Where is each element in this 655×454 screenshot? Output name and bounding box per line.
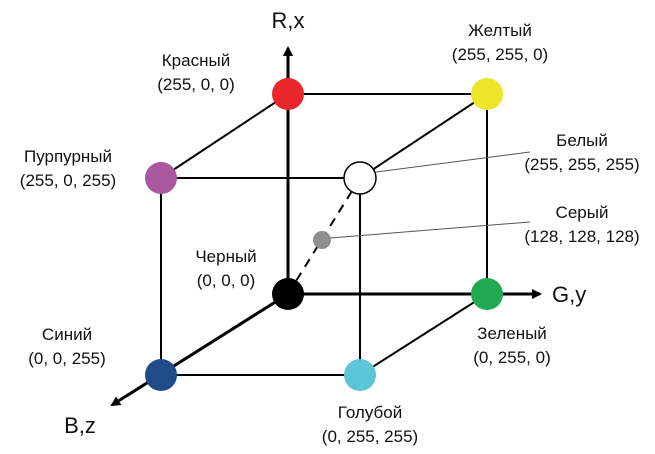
node-yellow	[471, 78, 503, 110]
color-nodes	[145, 78, 503, 391]
node-blue	[145, 359, 177, 391]
label-magenta-name: Пурпурный	[24, 147, 112, 166]
label-cyan-value: (0, 255, 255)	[322, 427, 418, 446]
label-white-name: Белый	[556, 131, 608, 150]
label-black-name: Черный	[195, 247, 256, 266]
edge-yellow-white	[359, 93, 488, 179]
label-blue-name: Синий	[42, 325, 92, 344]
label-white-value: (255, 255, 255)	[524, 155, 639, 174]
cube-edges	[160, 93, 488, 376]
label-gray-value: (128, 128, 128)	[524, 227, 639, 246]
label-green-value: (0, 255, 0)	[473, 348, 551, 367]
node-cyan	[344, 359, 376, 391]
edge-red-magenta	[160, 93, 289, 179]
gray-leader	[329, 221, 531, 239]
node-white	[343, 161, 377, 195]
label-cyan-name: Голубой	[338, 403, 402, 422]
label-magenta-value: (255, 0, 255)	[20, 171, 116, 190]
label-yellow-value: (255, 255, 0)	[452, 45, 548, 64]
edge-green-cyan	[359, 293, 488, 376]
node-black	[272, 278, 304, 310]
b-axis-label: B,z	[64, 413, 96, 438]
node-magenta	[145, 162, 177, 194]
node-green	[471, 278, 503, 310]
node-red	[272, 78, 304, 110]
r-axis-label: R,x	[272, 8, 305, 33]
b-axis	[110, 292, 289, 407]
label-black-value: (0, 0, 0)	[197, 271, 256, 290]
label-green-name: Зеленый	[477, 324, 547, 343]
label-blue-value: (0, 0, 255)	[28, 349, 106, 368]
node-gray	[313, 231, 331, 249]
label-gray-name: Серый	[556, 203, 609, 222]
g-axis-label: G,y	[552, 282, 586, 307]
white-leader	[375, 151, 531, 173]
color-labels: Красный (255, 0, 0) Желтый (255, 255, 0)…	[20, 21, 640, 446]
label-red-value: (255, 0, 0)	[157, 75, 235, 94]
label-red-name: Красный	[162, 51, 230, 70]
label-yellow-name: Желтый	[468, 21, 532, 40]
